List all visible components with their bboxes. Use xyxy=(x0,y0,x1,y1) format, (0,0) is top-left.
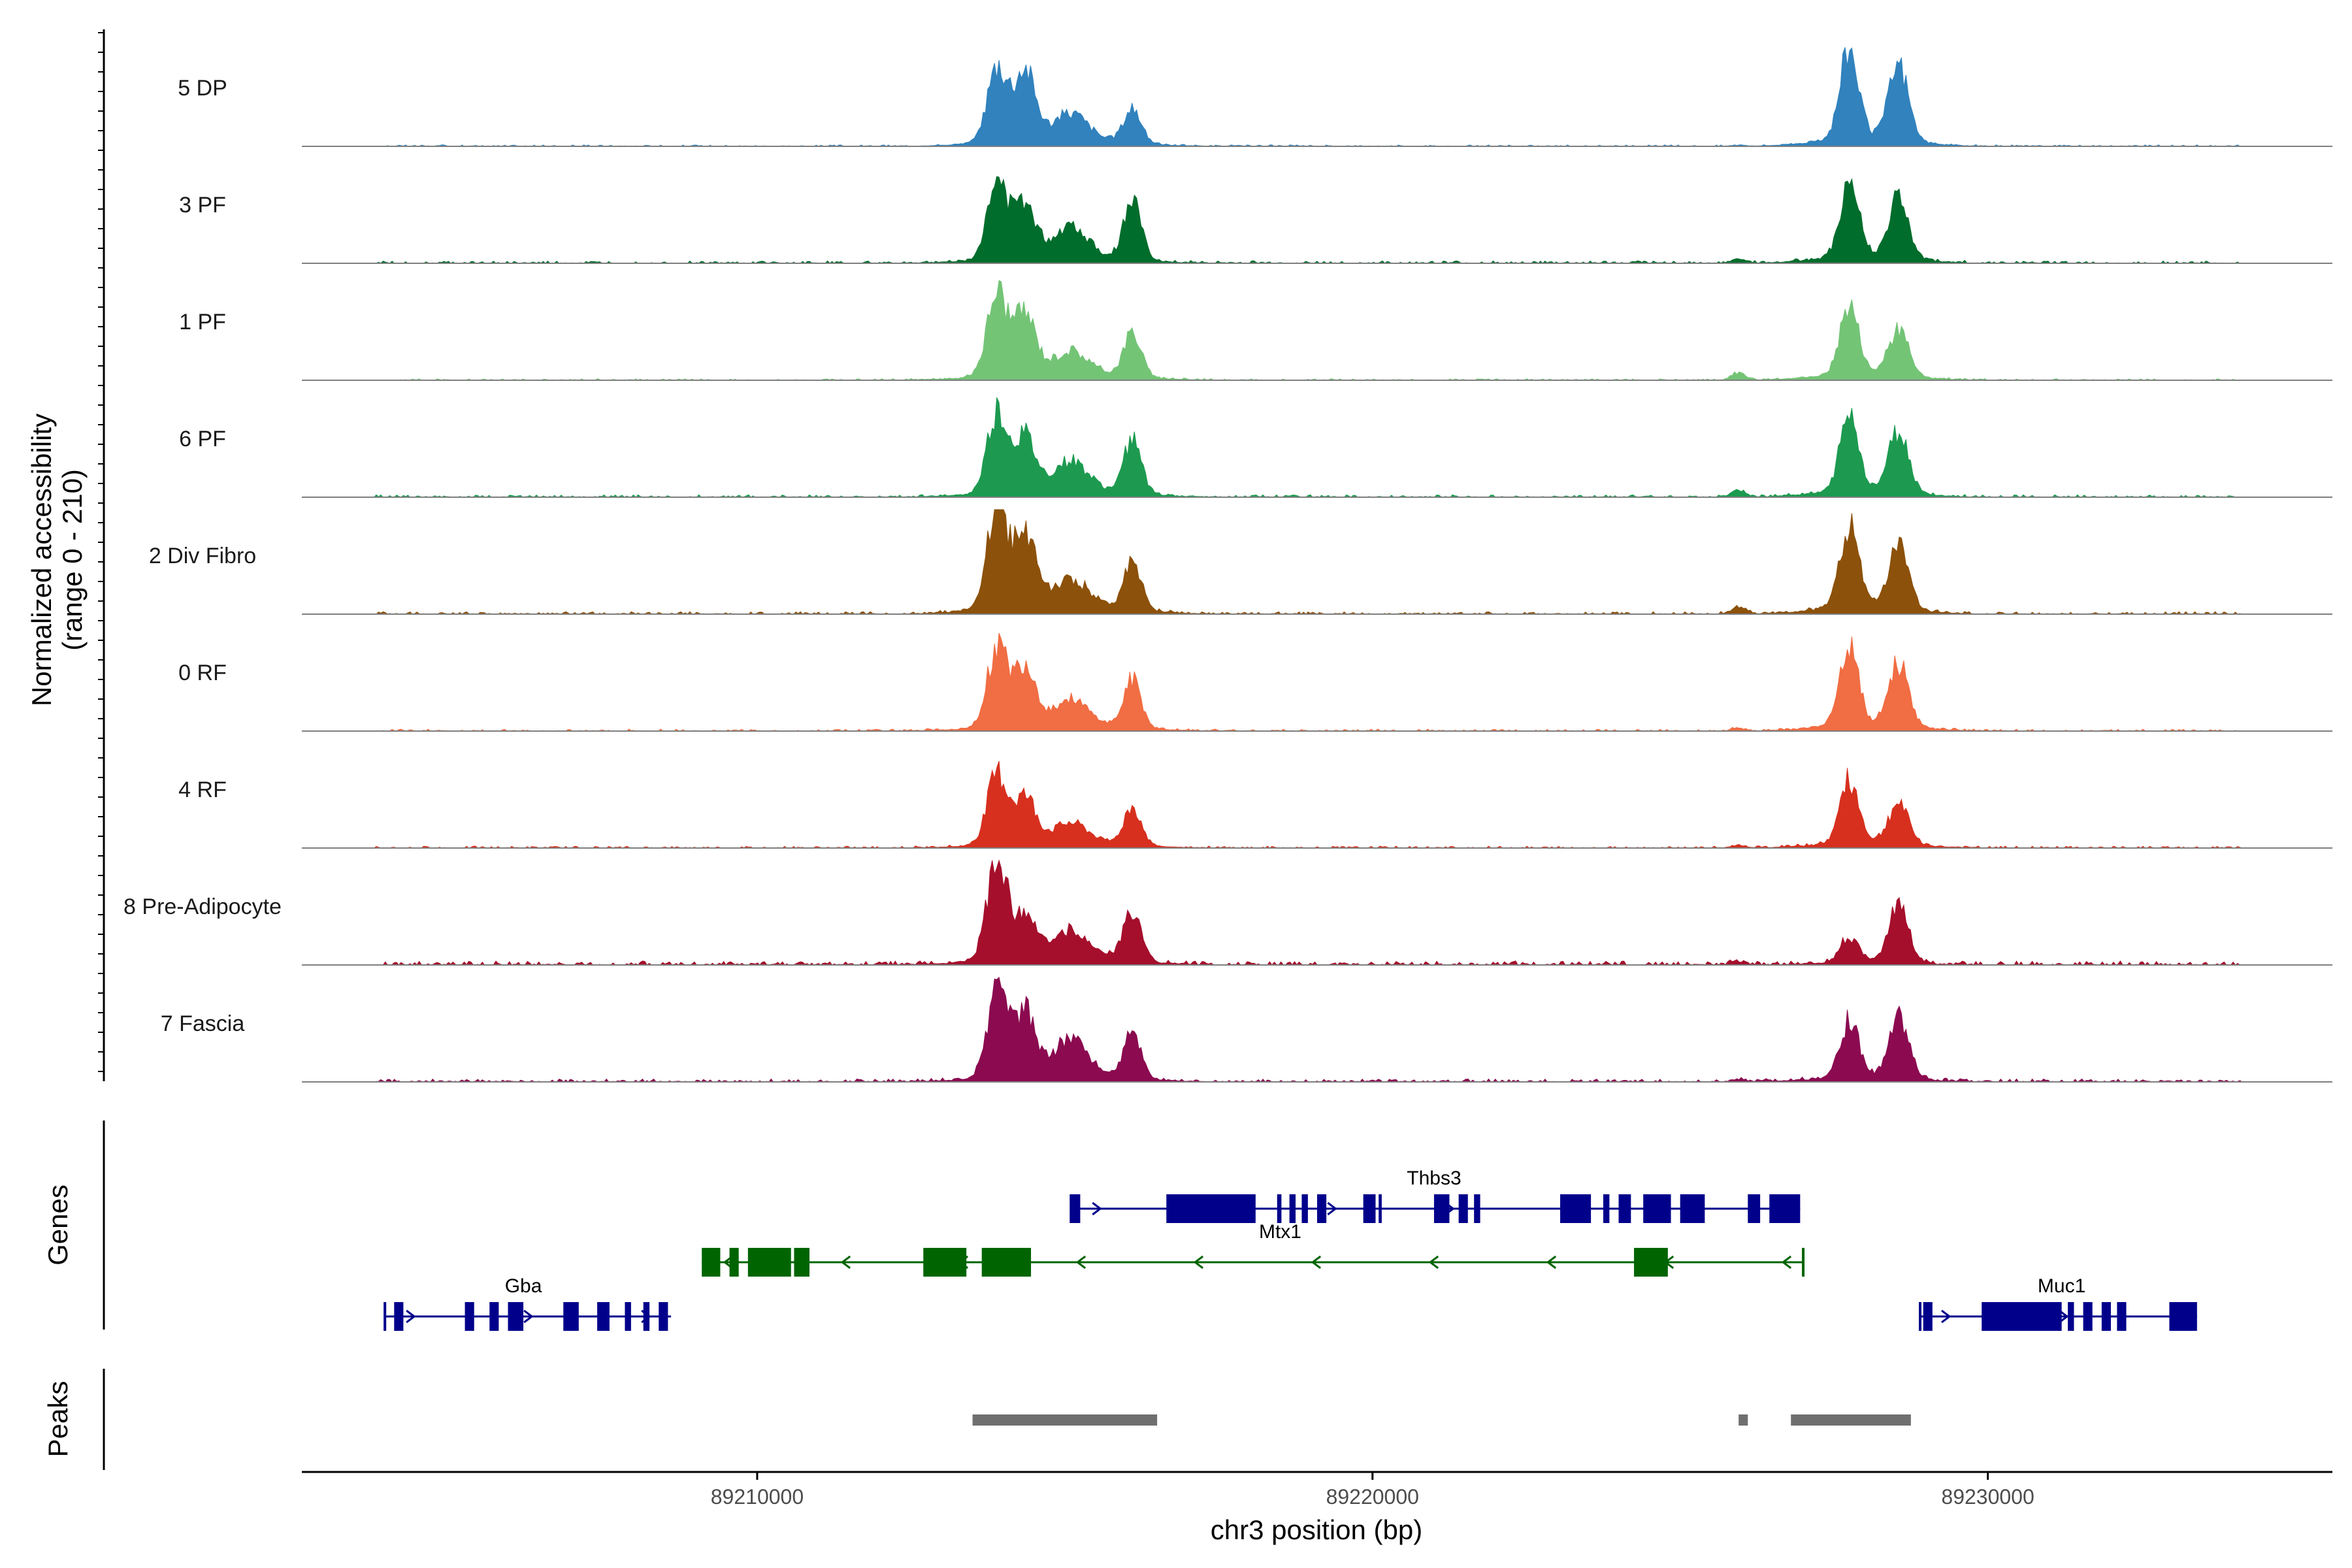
strand-chevron xyxy=(1075,1255,1086,1269)
x-tick-label: 89230000 xyxy=(1941,1485,2034,1509)
gene-muc1: Muc1 xyxy=(1918,1275,2197,1331)
exon xyxy=(702,1248,721,1277)
gene-label: Muc1 xyxy=(2038,1275,2085,1297)
exon xyxy=(1618,1194,1631,1223)
exon xyxy=(729,1248,739,1277)
exon xyxy=(1458,1194,1468,1223)
exon xyxy=(2169,1302,2197,1331)
track-label: 8 Pre-Adipocyte xyxy=(123,894,282,919)
exon xyxy=(1748,1194,1761,1223)
gene-annotations: Thbs3 Mtx1 Gba Muc1 xyxy=(384,1168,2197,1331)
genes-panel-title: Genes xyxy=(42,1184,73,1266)
track-0-rf: 0 RF xyxy=(178,632,2332,732)
exon xyxy=(1603,1194,1610,1223)
exon xyxy=(1166,1194,1256,1223)
x-axis-ticks: 89210000 89220000 89230000 xyxy=(711,1472,2034,1509)
x-axis-title: chr3 position (bp) xyxy=(1211,1514,1423,1545)
coverage-tracks: 5 DP 3 PF 1 PF 6 PF 2 Div Fibro 0 RF 4 RF 8 Pre… xyxy=(123,47,2332,1083)
exon xyxy=(747,1248,791,1277)
exon xyxy=(1071,1194,1081,1223)
track-6-pf: 6 PF xyxy=(179,397,2332,498)
peaks-panel-title: Peaks xyxy=(42,1381,73,1458)
strand-chevron xyxy=(1428,1255,1439,1269)
track-2-div-fibro: 2 Div Fibro xyxy=(149,509,2332,615)
track-label: 0 RF xyxy=(178,661,227,685)
exon xyxy=(981,1248,1032,1277)
exon xyxy=(659,1302,668,1331)
exon xyxy=(2083,1302,2093,1331)
exon xyxy=(1317,1194,1327,1223)
exon xyxy=(597,1302,610,1331)
x-tick-label: 89210000 xyxy=(711,1485,804,1509)
exon xyxy=(394,1302,404,1331)
track-label: 7 Fascia xyxy=(161,1011,245,1036)
exon xyxy=(1982,1302,2062,1331)
track-label: 3 PF xyxy=(179,193,226,218)
track-5-dp: 5 DP xyxy=(178,47,2332,147)
exon xyxy=(1680,1194,1705,1223)
strand-chevron xyxy=(1193,1255,1204,1269)
exon xyxy=(1634,1248,1668,1277)
exon xyxy=(794,1248,809,1277)
strand-chevron xyxy=(840,1255,851,1269)
gene-label: Gba xyxy=(505,1275,542,1297)
strand-chevron xyxy=(1941,1309,1952,1324)
track-label: 1 PF xyxy=(179,310,226,335)
gene-mtx1: Mtx1 xyxy=(702,1221,1805,1277)
exon xyxy=(1301,1194,1308,1223)
strand-chevron xyxy=(523,1309,534,1324)
track-label: 6 PF xyxy=(179,427,226,451)
strand-chevron xyxy=(1311,1255,1322,1269)
peak-regions xyxy=(972,1414,1911,1426)
exon xyxy=(465,1302,474,1331)
exon xyxy=(923,1248,967,1277)
strand-chevron xyxy=(2059,1309,2069,1324)
exon xyxy=(1560,1194,1592,1223)
track-label: 2 Div Fibro xyxy=(149,544,256,568)
exon xyxy=(1363,1194,1376,1223)
track-8-pre-adipocyte: 8 Pre-Adipocyte xyxy=(123,859,2332,966)
track-4-rf: 4 RF xyxy=(178,760,2332,849)
exon xyxy=(2117,1302,2127,1331)
gene-gba: Gba xyxy=(384,1275,672,1331)
y-axis-range: (range 0 - 210) xyxy=(57,469,88,651)
strand-chevron xyxy=(1781,1255,1792,1269)
x-tick-label: 89220000 xyxy=(1326,1485,1419,1509)
exon xyxy=(1379,1194,1382,1223)
strand-chevron xyxy=(1327,1201,1337,1216)
peak-region xyxy=(1739,1414,1748,1426)
exon xyxy=(1923,1302,1933,1331)
gene-label: Mtx1 xyxy=(1259,1221,1301,1243)
track-label: 5 DP xyxy=(178,76,227,101)
exon xyxy=(625,1302,631,1331)
exon xyxy=(1289,1194,1296,1223)
strand-chevron xyxy=(406,1309,416,1324)
peak-region xyxy=(972,1414,1158,1426)
exon xyxy=(1643,1194,1671,1223)
track-3-pf: 3 PF xyxy=(179,176,2332,264)
y-axis-title: Normalized accessibility xyxy=(26,414,57,706)
strand-chevron xyxy=(1546,1255,1557,1269)
gene-label: Thbs3 xyxy=(1407,1168,1461,1189)
exon xyxy=(508,1302,524,1331)
exon xyxy=(643,1302,650,1331)
gene-thbs3: Thbs3 xyxy=(1070,1168,1801,1223)
track-1-pf: 1 PF xyxy=(179,280,2332,381)
exon xyxy=(1433,1194,1450,1223)
peak-region xyxy=(1791,1414,1911,1426)
exon xyxy=(1474,1194,1480,1223)
exon xyxy=(563,1302,579,1331)
exon xyxy=(2068,1302,2074,1331)
track-7-fascia: 7 Fascia xyxy=(161,977,2332,1083)
coverage-y-minor-ticks xyxy=(98,32,104,1072)
exon xyxy=(489,1302,499,1331)
exon xyxy=(1277,1194,1282,1223)
exon xyxy=(1769,1194,1801,1223)
exon xyxy=(2101,1302,2111,1331)
strand-chevron xyxy=(1092,1201,1102,1216)
track-label: 4 RF xyxy=(178,777,227,802)
